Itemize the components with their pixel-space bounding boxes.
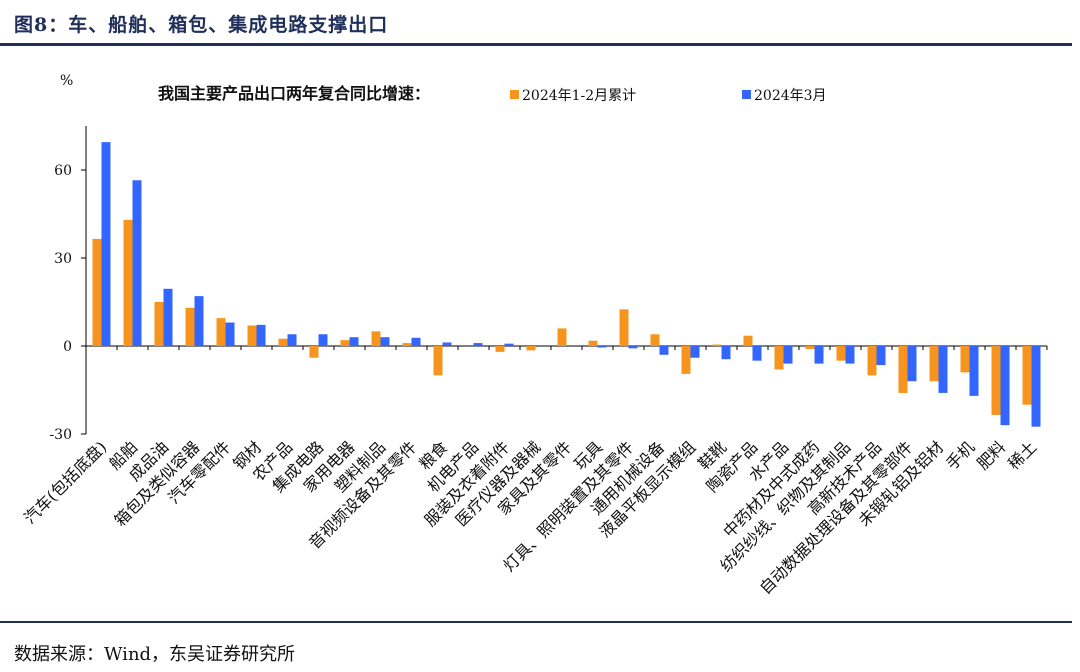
bar-series-1 (433, 346, 443, 376)
bar-series-2 (256, 324, 266, 346)
bar-series-1 (836, 346, 846, 361)
bottom-divider (0, 621, 1072, 623)
bar-series-2 (132, 180, 142, 346)
y-tick-label: 0 (63, 339, 72, 355)
bar-series-1 (867, 346, 877, 376)
bar-series-2 (845, 346, 855, 364)
bar-series-1 (92, 238, 102, 346)
legend-swatch (510, 90, 519, 99)
bar-series-1 (495, 346, 505, 352)
bar-series-1 (526, 346, 536, 351)
bar-series-2 (318, 334, 328, 346)
bar-series-1 (588, 340, 598, 346)
figure-title: 图8：车、船舶、箱包、集成电路支撑出口 (14, 14, 389, 36)
bar-series-1 (650, 334, 660, 346)
bar-series-2 (628, 346, 638, 349)
bar-series-1 (805, 346, 815, 349)
bar-series-1 (991, 346, 1001, 415)
bar-series-1 (1022, 346, 1032, 405)
bar-series-2 (1031, 346, 1041, 427)
bar-series-2 (938, 346, 948, 393)
bar-series-2 (907, 346, 917, 382)
bar-series-2 (1000, 346, 1010, 426)
bar-series-2 (287, 334, 297, 346)
bar-series-1 (557, 328, 567, 346)
bar-series-1 (402, 343, 412, 346)
bar-layer (92, 142, 1041, 427)
bar-series-1 (216, 318, 226, 346)
bar-series-2 (690, 346, 700, 358)
bar-series-1 (371, 331, 381, 346)
bar-series-2 (814, 346, 824, 364)
bar-series-1 (960, 346, 970, 373)
bar-series-1 (154, 302, 164, 346)
bar-series-1 (929, 346, 939, 382)
bar-series-2 (721, 346, 731, 360)
bar-series-2 (783, 346, 793, 364)
category-label: 汽车(包括底盘) (20, 437, 110, 527)
bar-series-1 (712, 344, 722, 346)
bar-series-2 (411, 337, 421, 346)
category-label: 肥料 (973, 437, 1009, 473)
bar-series-2 (473, 343, 483, 346)
chart-title: 我国主要产品出口两年复合同比增速： (158, 84, 430, 103)
category-label: 手机 (942, 437, 978, 473)
y-tick-label: 60 (54, 163, 72, 179)
y-axis-unit: % (60, 73, 73, 89)
bar-series-2 (194, 296, 204, 346)
bar-series-2 (163, 288, 173, 346)
bar-series-2 (969, 346, 979, 396)
axis-layer: -30 0 30 60 (49, 126, 1048, 443)
legend-label: 2024年3月 (754, 88, 827, 104)
legend-label: 2024年1-2月累计 (522, 88, 636, 104)
category-label: 稀土 (1004, 437, 1040, 473)
legend-swatch (742, 90, 751, 99)
bar-series-2 (380, 337, 390, 346)
bar-series-2 (349, 337, 359, 346)
bar-series-1 (123, 219, 133, 346)
bar-series-2 (752, 346, 762, 361)
bar-series-2 (442, 342, 452, 346)
bar-series-1 (743, 335, 753, 346)
bar-series-2 (504, 343, 514, 346)
legend: 2024年1-2月累计 2024年3月 (510, 88, 827, 104)
bar-series-2 (225, 322, 235, 346)
bar-series-2 (101, 142, 111, 346)
bar-series-1 (247, 325, 257, 346)
bar-series-1 (774, 346, 784, 370)
bar-series-2 (659, 346, 669, 355)
bar-series-2 (597, 346, 607, 348)
category-label-layer: 汽车(包括底盘)船舶成品油箱包及类似容器汽车零配件钢材农产品集成电路家用电器塑料… (20, 437, 1040, 598)
bar-series-1 (681, 346, 691, 374)
source-note: 数据来源：Wind，东吴证券研究所 (14, 644, 296, 665)
bar-series-2 (876, 346, 886, 366)
top-divider (0, 43, 1072, 46)
bar-series-1 (309, 346, 319, 358)
bar-series-1 (340, 340, 350, 346)
y-tick-label: 30 (54, 251, 72, 267)
bar-series-1 (278, 338, 288, 346)
bar-series-1 (898, 346, 908, 393)
bar-chart: -30 0 30 60 汽车(包括底盘)船舶成品油箱包及类似容器汽车零配件钢材农产品集… (20, 73, 1048, 598)
bar-series-1 (185, 307, 195, 346)
y-tick-label: -30 (49, 427, 72, 443)
bar-series-1 (619, 309, 629, 346)
